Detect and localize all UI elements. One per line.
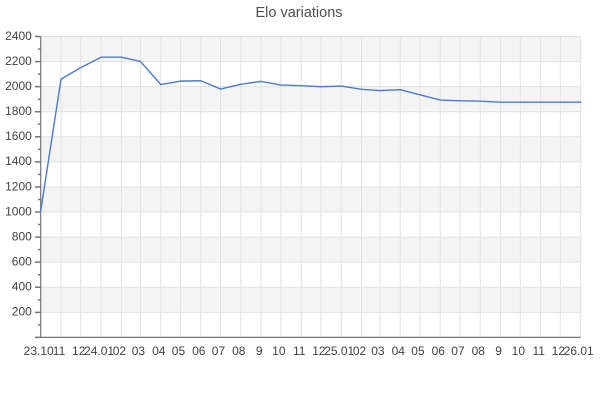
svg-text:06: 06 [192,344,206,358]
svg-text:9: 9 [495,344,502,358]
svg-text:03: 03 [371,344,385,358]
svg-text:1800: 1800 [5,104,32,118]
svg-text:05: 05 [172,344,186,358]
svg-text:11: 11 [53,344,66,358]
svg-text:06: 06 [432,344,446,358]
svg-text:600: 600 [12,254,32,268]
svg-text:2000: 2000 [5,79,32,93]
svg-text:08: 08 [472,344,486,358]
svg-text:04: 04 [392,344,406,358]
svg-text:11: 11 [532,344,545,358]
svg-text:08: 08 [232,344,246,358]
svg-text:12: 12 [312,344,326,358]
svg-text:26.01: 26.01 [564,344,594,358]
svg-text:10: 10 [512,344,526,358]
svg-text:1200: 1200 [5,179,32,193]
svg-text:1400: 1400 [5,154,32,168]
svg-text:02: 02 [353,344,367,358]
svg-text:400: 400 [12,280,32,294]
svg-text:07: 07 [451,344,465,358]
svg-text:2400: 2400 [5,29,32,43]
svg-text:12: 12 [72,344,86,358]
svg-text:25.01: 25.01 [324,344,354,358]
svg-text:11: 11 [293,344,306,358]
svg-text:07: 07 [212,344,226,358]
svg-text:9: 9 [256,344,263,358]
svg-text:02: 02 [113,344,127,358]
svg-text:10: 10 [272,344,286,358]
svg-text:1600: 1600 [5,129,32,143]
svg-text:200: 200 [12,305,32,319]
svg-text:Elo variations: Elo variations [255,5,342,21]
svg-text:1000: 1000 [5,204,32,218]
svg-text:05: 05 [411,344,425,358]
svg-text:24.01: 24.01 [84,344,114,358]
svg-text:12: 12 [552,344,566,358]
svg-text:03: 03 [132,344,146,358]
svg-text:04: 04 [152,344,166,358]
svg-text:2200: 2200 [5,54,32,68]
svg-text:800: 800 [12,229,32,243]
svg-text:23.10: 23.10 [24,344,54,358]
